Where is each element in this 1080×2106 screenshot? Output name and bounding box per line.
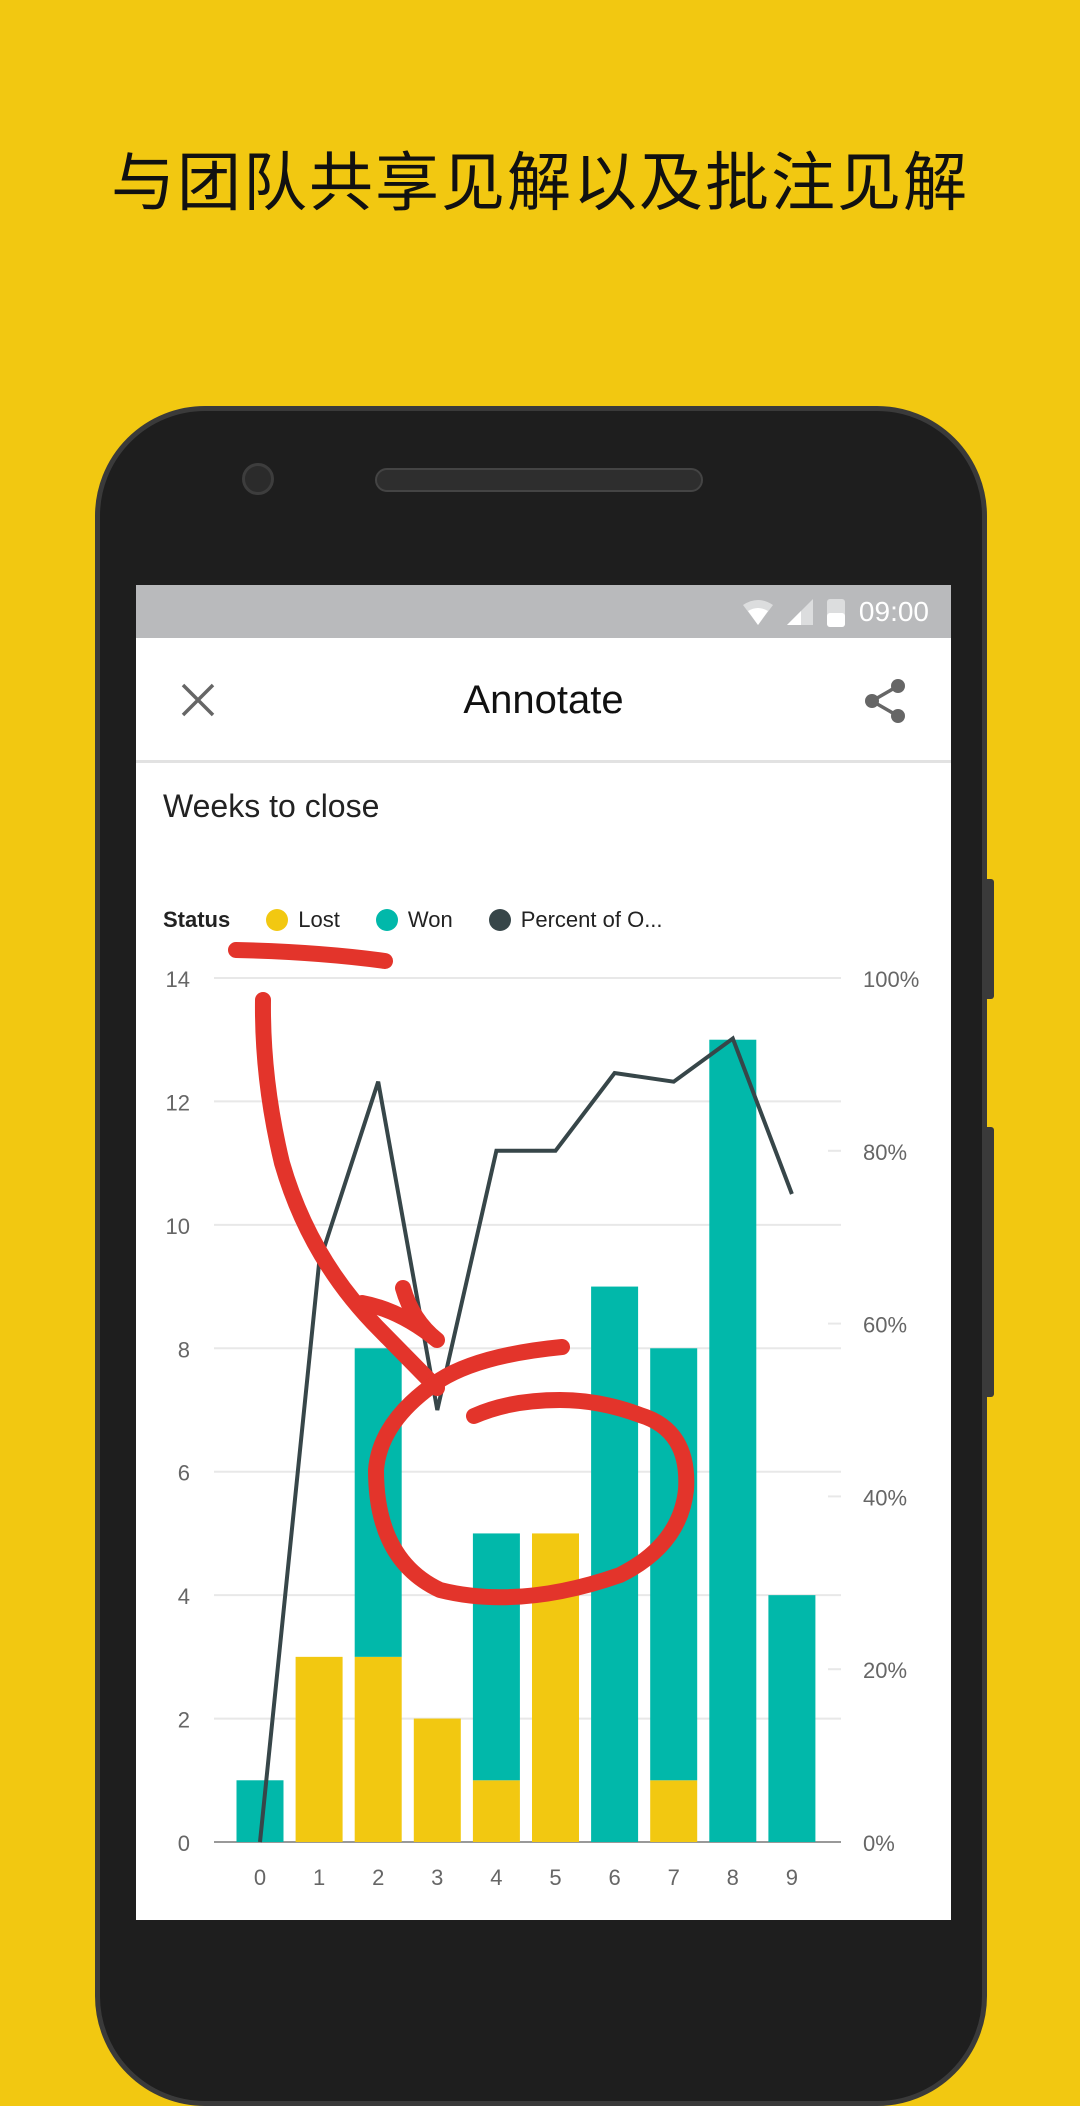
bar-won: [650, 1348, 698, 1781]
share-icon[interactable]: [863, 678, 907, 724]
close-icon[interactable]: [180, 682, 216, 718]
legend-lost[interactable]: Lost: [298, 907, 340, 932]
chart-title: Weeks to close: [163, 788, 380, 824]
bar-lost: [532, 1533, 579, 1842]
y-right-tick-label: 40%: [863, 1485, 907, 1510]
legend-title: Status: [163, 907, 231, 932]
x-tick-label: 5: [549, 1865, 561, 1890]
speaker: [375, 468, 703, 492]
legend: Status Lost Won Percent of O...: [163, 907, 663, 933]
y-left-tick-label: 8: [178, 1337, 190, 1362]
bar-won: [709, 1039, 757, 1842]
y-left-tick-label: 14: [166, 967, 190, 992]
y-right-tick-label: 60%: [863, 1313, 907, 1338]
bar-won: [472, 1533, 520, 1781]
wifi-icon: [742, 599, 773, 625]
legend-dot-lost: [266, 909, 289, 931]
y-left-tick-label: 6: [178, 1461, 190, 1486]
status-time: 09:00: [858, 595, 929, 627]
headline: 与团队共享见解以及批注见解: [111, 147, 969, 221]
volume-button: [984, 879, 994, 999]
page-title: Annotate: [463, 678, 624, 722]
y-right-tick-label: 80%: [863, 1140, 907, 1165]
y-left-tick-label: 10: [166, 1214, 190, 1239]
battery-icon: [826, 598, 845, 627]
x-tick-label: 3: [431, 1865, 443, 1890]
power-button: [984, 1127, 994, 1397]
y-left-tick-label: 12: [166, 1090, 190, 1115]
x-tick-label: 7: [668, 1865, 680, 1890]
y-left-tick-label: 0: [178, 1831, 190, 1856]
bar-lost: [354, 1656, 402, 1842]
x-tick-label: 1: [313, 1865, 325, 1890]
app-bar: Annotate: [136, 638, 951, 763]
y-left-tick-label: 4: [178, 1584, 190, 1609]
x-tick-label: 4: [490, 1865, 502, 1890]
percent-line: [258, 1035, 794, 1843]
camera: [242, 463, 274, 495]
x-tick-label: 6: [608, 1865, 620, 1890]
annotation-arrow: [254, 992, 445, 1396]
legend-dot-won: [375, 909, 398, 931]
y-left-tick-label: 2: [178, 1708, 190, 1733]
bar-lost: [472, 1780, 520, 1842]
x-tick-label: 0: [254, 1865, 266, 1890]
legend-percent[interactable]: Percent of O...: [520, 907, 663, 932]
signal-icon: [786, 598, 813, 625]
annotation-underline: [228, 942, 393, 969]
legend-won[interactable]: Won: [407, 907, 453, 932]
bar-lost: [413, 1718, 461, 1842]
status-bar: 09:00: [136, 585, 951, 638]
y-right-tick-label: 0%: [863, 1831, 895, 1856]
y-right-tick-label: 20%: [863, 1658, 907, 1683]
annotation-arrowhead: [354, 1280, 445, 1348]
x-tick-label: 2: [372, 1865, 384, 1890]
y-right-tick-label: 100%: [863, 967, 919, 992]
legend-dot-percent: [488, 909, 511, 931]
bar-lost: [650, 1780, 698, 1842]
x-tick-label: 9: [786, 1865, 798, 1890]
bar-won: [768, 1595, 816, 1842]
bar-lost: [295, 1656, 343, 1842]
x-tick-label: 8: [727, 1865, 739, 1890]
annotation-circle: [368, 1339, 695, 1606]
